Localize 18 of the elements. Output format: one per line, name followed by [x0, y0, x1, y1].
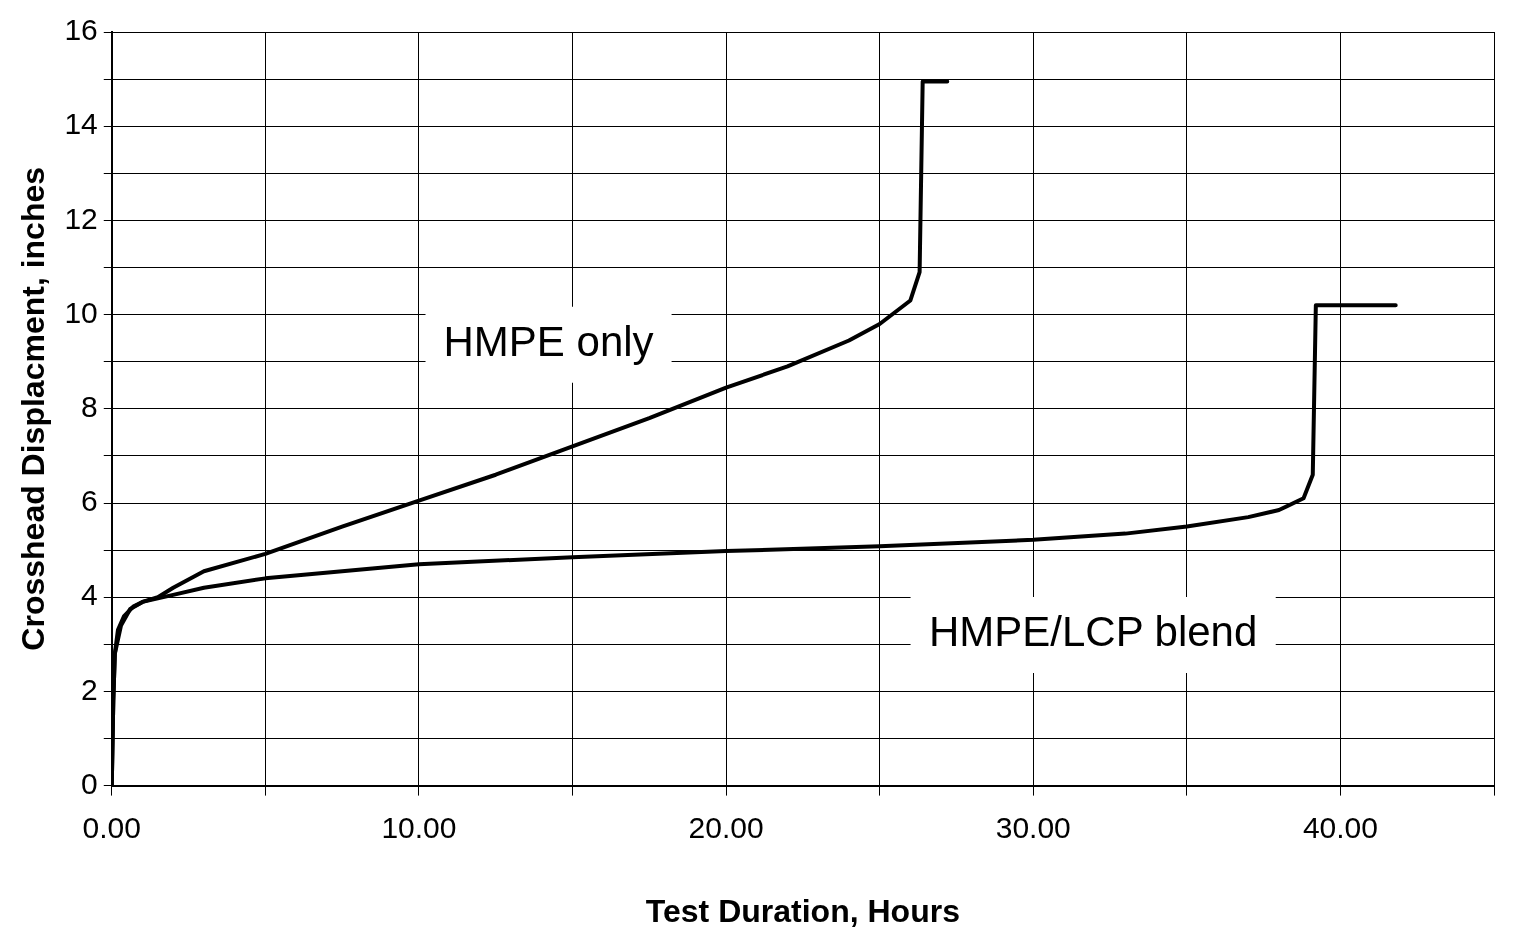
y-axis-title: Crosshead Displacment, inches [15, 166, 52, 651]
series-label: HMPE/LCP blend [928, 608, 1258, 656]
series-label: HMPE only [443, 318, 654, 366]
y-tick-label: 16 [64, 13, 98, 47]
x-tick-label: 20.00 [688, 810, 764, 844]
y-tick-label: 0 [81, 766, 98, 800]
y-tick-label: 14 [64, 107, 98, 141]
x-tick-label: 40.00 [1302, 810, 1378, 844]
y-tick-label: 12 [64, 201, 98, 235]
x-axis-title: Test Duration, Hours [645, 892, 960, 929]
x-tick-label: 30.00 [995, 810, 1071, 844]
y-tick-label: 6 [81, 484, 98, 518]
y-tick-label: 10 [64, 295, 98, 329]
x-tick-label: 0.00 [82, 810, 141, 844]
x-tick-label: 10.00 [381, 810, 457, 844]
y-tick-label: 8 [81, 390, 98, 424]
y-tick-label: 2 [81, 672, 98, 706]
y-tick-label: 4 [81, 578, 98, 612]
